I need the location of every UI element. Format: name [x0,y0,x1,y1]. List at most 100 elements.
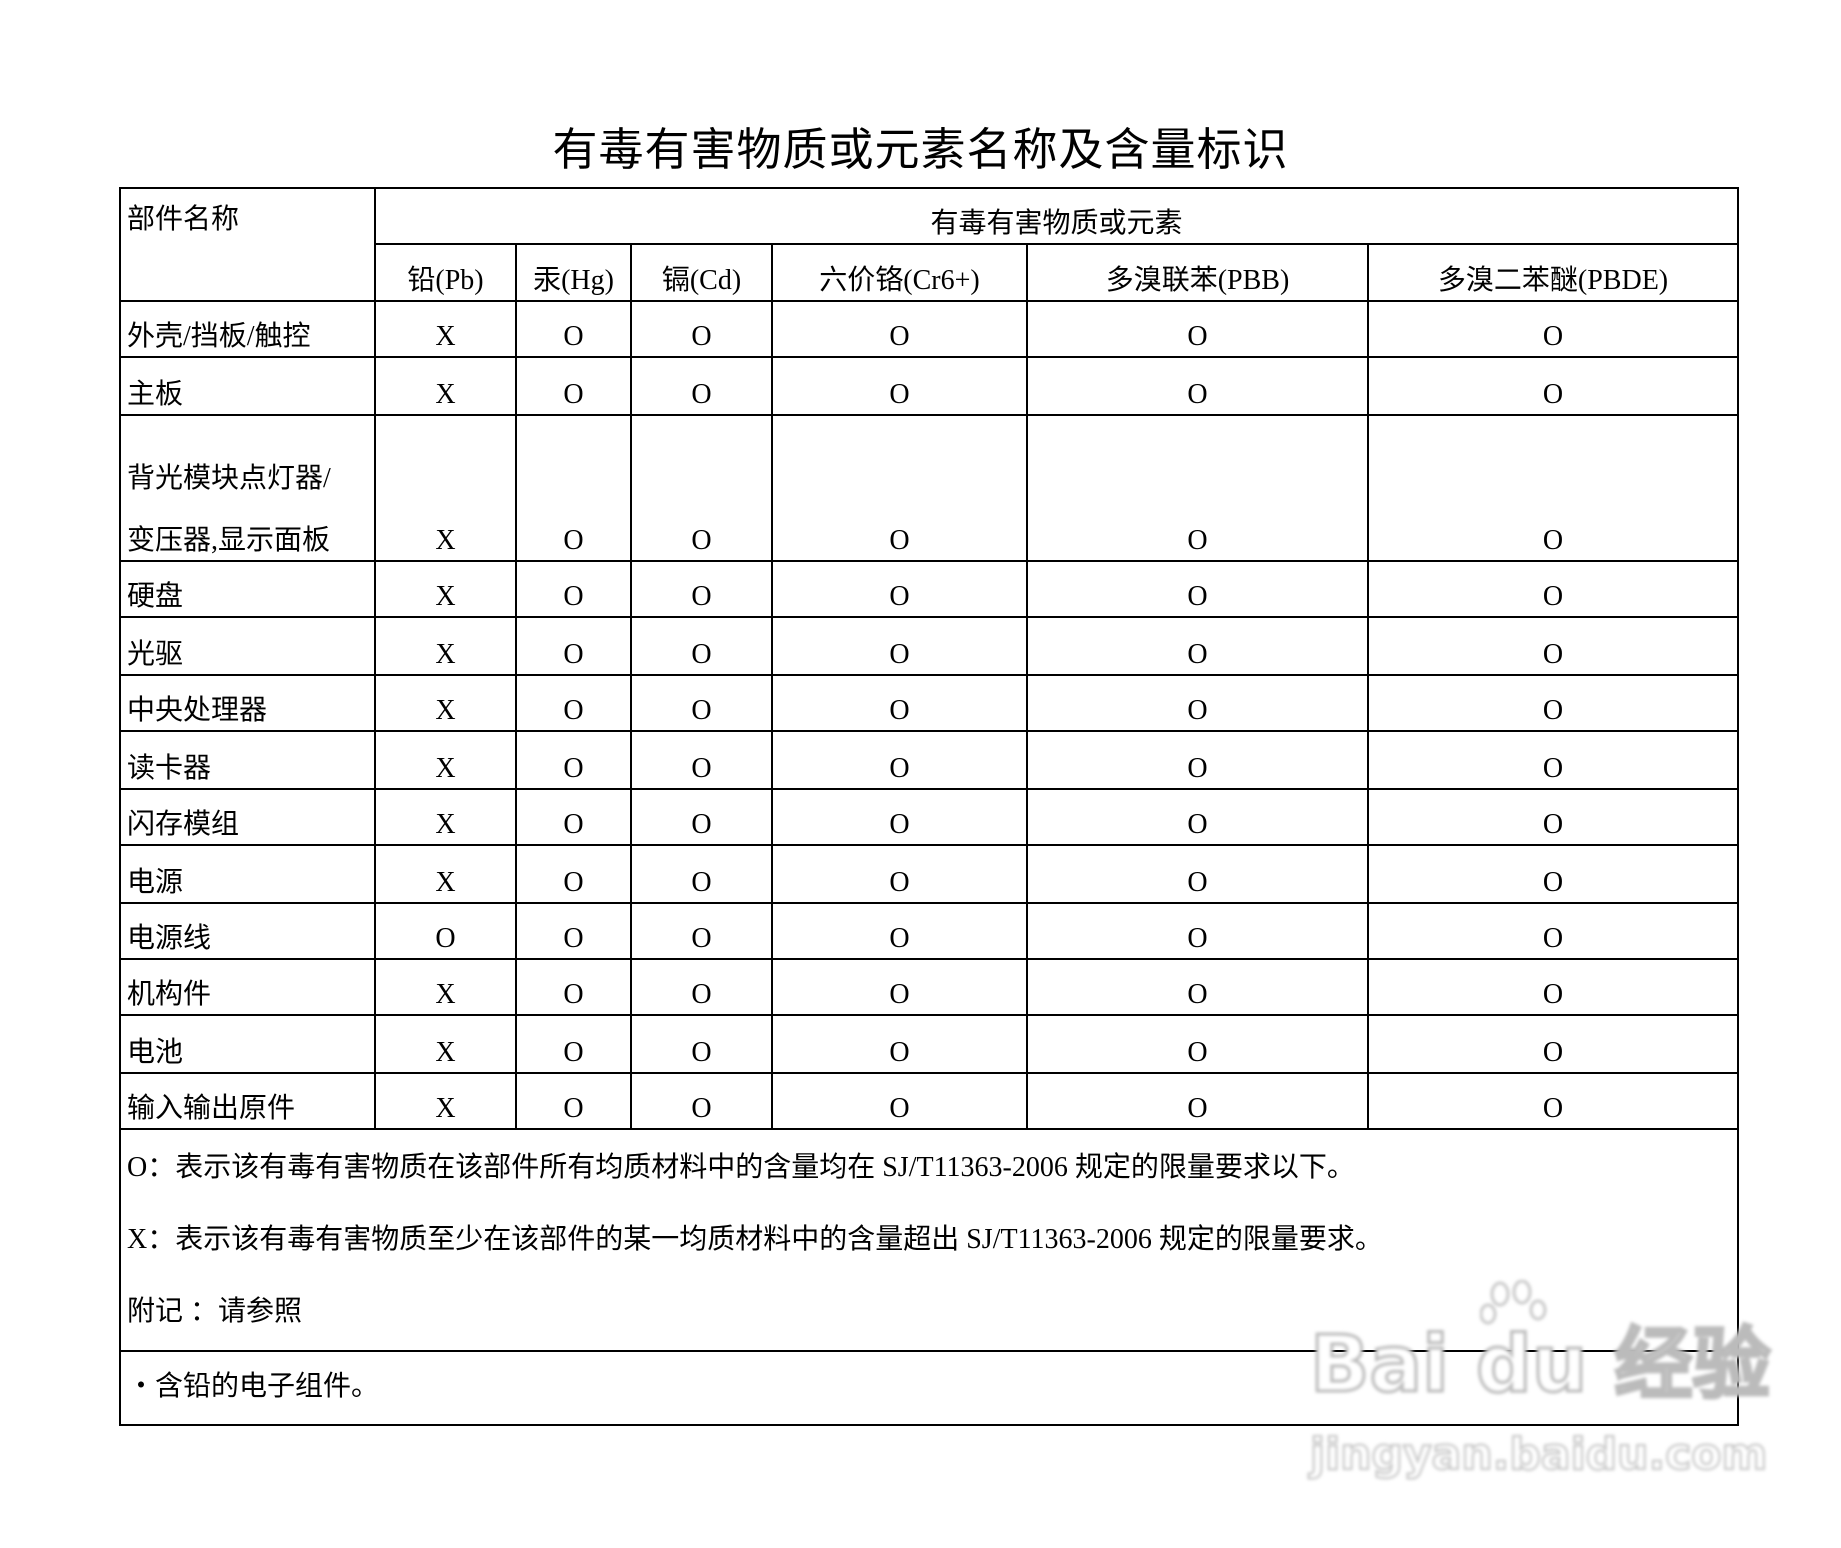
table-row: 电源线 O O O O O O [119,902,1740,960]
substance-value-cell: O [771,1014,1028,1074]
table-row: 闪存模组 X O O O O O [119,788,1740,846]
column-header: 多溴二苯醚(PBDE) [1366,243,1740,302]
substance-value-cell: X [374,844,517,904]
x-legend-line: X：表示该有毒有害物质至少在该部件的某一均质材料中的含量超出 SJ/T11363… [127,1204,1731,1276]
substance-value-cell: O [1026,730,1369,790]
substance-value-cell: O [1366,300,1740,358]
substance-value-cell: O [630,414,773,562]
substance-value-cell: O [1366,958,1740,1016]
substance-value-cell: X [374,300,517,358]
substance-value-cell: O [1366,616,1740,676]
substance-value-cell: O [515,1072,632,1130]
substance-value-cell: O [630,674,773,732]
substance-value-cell: O [630,958,773,1016]
substance-value-cell: X [374,958,517,1016]
substance-value-cell: X [374,788,517,846]
substance-value-cell: O [630,616,773,676]
substance-value-cell: O [1366,356,1740,416]
column-header: 镉(Cd) [630,243,773,302]
document-title: 有毒有害物质或元素名称及含量标识 [552,125,1289,175]
substance-value-cell: O [771,414,1028,562]
substance-value-cell: O [1366,1014,1740,1074]
part-name-line: 变压器,显示面板 [127,525,331,556]
table-row: 主板 X O O O O O [119,356,1740,416]
substance-value-cell: O [630,1072,773,1130]
table-row: 读卡器 X O O O O O [119,730,1740,790]
substance-value-cell: O [1026,902,1369,960]
substance-value-cell: O [630,560,773,618]
part-name-cell: 电源线 [119,902,376,960]
substance-value-cell: O [515,902,632,960]
substance-value-cell: O [771,844,1028,904]
substance-value-cell: O [1366,414,1740,562]
substance-value-cell: X [374,1014,517,1074]
substance-value-cell: O [630,1014,773,1074]
substance-value-cell: O [630,730,773,790]
table-row: 电池 X O O O O O [119,1014,1740,1074]
substance-value-cell: O [515,958,632,1016]
substance-value-cell: O [771,788,1028,846]
o-legend-note: O：表示该有毒有害物质在该部件所有均质材料中的含量均在 SJ/T11363-20… [127,1152,1355,1183]
substance-value-cell: O [515,560,632,618]
substance-value-cell: O [630,356,773,416]
substance-value-cell: O [1026,844,1369,904]
substance-value-cell: O [1026,356,1369,416]
appendix-line: 附记 ：请参照 [127,1276,1731,1348]
hazardous-substances-table: 部件名称 有毒有害物质或元素 铅(Pb) 汞(Hg) 镉(Cd) 六价铬(Cr6… [118,187,1740,1426]
table-row: 电源 X O O O O O [119,844,1740,904]
substances-group-header: 有毒有害物质或元素 [373,187,1740,245]
part-name-cell: 硬盘 [119,560,376,618]
table-row: 输入输出原件 X O O O O O [119,1072,1740,1130]
substance-value-cell: X [374,414,517,562]
column-header: 汞(Hg) [515,243,632,302]
substance-value-cell: O [1366,844,1740,904]
substance-value-cell: O [1366,730,1740,790]
substance-value-cell: O [771,560,1028,618]
substance-value-cell: O [374,902,517,960]
part-name-cell: 电池 [119,1014,376,1074]
substance-value-cell: O [771,1072,1028,1130]
substance-value-cell: O [1026,300,1369,358]
column-header: 多溴联苯(PBB) [1026,243,1369,302]
part-name-cell: 光驱 [119,616,376,676]
column-header: 六价铬(Cr6+) [771,243,1028,302]
footnote: ・含铅的电子组件。 [127,1371,380,1402]
substance-value-cell: O [771,300,1028,358]
substance-value-cell: O [515,300,632,358]
part-name-cell: 中央处理器 [119,674,376,732]
substance-value-cell: O [1366,902,1740,960]
substance-value-cell: O [771,356,1028,416]
substance-value-cell: O [515,356,632,416]
x-legend-note: X：表示该有毒有害物质至少在该部件的某一均质材料中的含量超出 SJ/T11363… [127,1224,1383,1255]
footnote-cell: ・含铅的电子组件。 [118,1350,1740,1426]
column-header: 铅(Pb) [374,243,517,302]
part-name-cell: 电源 [119,844,376,904]
substance-value-cell: O [515,616,632,676]
part-name-line: 背光模块点灯器/ [127,463,331,494]
substance-value-cell: O [630,844,773,904]
substance-value-cell: O [771,674,1028,732]
substance-value-cell: X [374,616,517,676]
part-name-cell: 外壳/挡板/触控 [119,300,376,358]
substance-value-cell: O [515,414,632,562]
substance-value-cell: O [1026,788,1369,846]
substance-value-cell: O [630,902,773,960]
substance-value-cell: O [1366,1072,1740,1130]
table-row: 机构件 X O O O O O [119,958,1740,1016]
substance-value-cell: O [1366,674,1740,732]
substance-value-cell: O [1026,674,1369,732]
appendix-note: 附记 ：请参照 [127,1296,303,1327]
substance-value-cell: O [1026,1014,1369,1074]
part-name-cell: 主板 [119,356,376,416]
watermark-url: jingyan.baidu.com [1309,1429,1768,1481]
substance-value-cell: O [1026,1072,1369,1130]
legend-notes: O：表示该有毒有害物质在该部件所有均质材料中的含量均在 SJ/T11363-20… [118,1128,1740,1352]
substance-value-cell: O [771,958,1028,1016]
substance-value-cell: X [374,730,517,790]
substance-value-cell: O [771,616,1028,676]
substance-value-cell: O [515,844,632,904]
substance-value-cell: X [374,560,517,618]
part-name-cell: 输入输出原件 [119,1072,376,1130]
substance-value-cell: X [374,674,517,732]
substance-value-cell: O [1026,414,1369,562]
